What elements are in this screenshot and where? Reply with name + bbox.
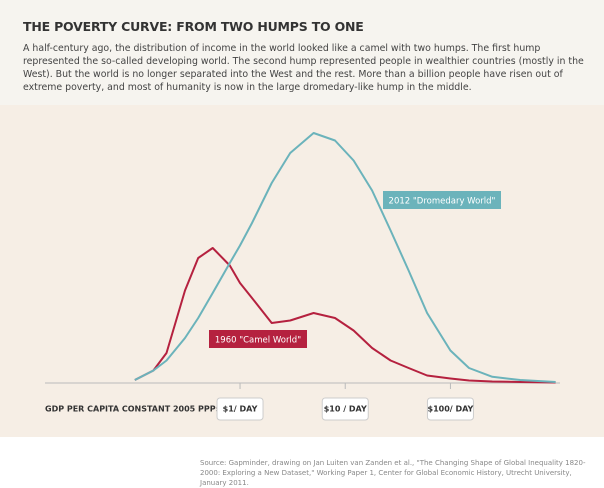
source: Source: Gapminder, drawing on Jan Luiten… xyxy=(200,459,586,487)
tick-badge xyxy=(426,397,474,421)
chart-title: THE POVERTY CURVE: FROM TWO HUMPS TO ONE xyxy=(23,19,364,34)
series-line xyxy=(134,132,556,383)
x-tick-label: $100/ DAY xyxy=(428,405,474,414)
x-tick-label: $1/ DAY xyxy=(223,405,258,414)
tick-badge xyxy=(216,397,264,421)
x-tick-label: $10 / DAY xyxy=(324,405,367,414)
tick-badge xyxy=(321,397,369,421)
header: THE POVERTY CURVE: FROM TWO HUMPS TO ONE… xyxy=(0,0,604,105)
legend-badge xyxy=(383,191,501,209)
x-axis-label: GDP PER CAPITA CONSTANT 2005 PPP$ xyxy=(45,405,222,414)
legend-label: 2012 "Dromedary World" xyxy=(389,197,496,207)
legend-label: 1960 "Camel World" xyxy=(215,336,301,346)
subtitle: A half-century ago, the distribution of … xyxy=(23,43,584,93)
series-line xyxy=(134,247,556,384)
legend-badge xyxy=(209,330,307,348)
